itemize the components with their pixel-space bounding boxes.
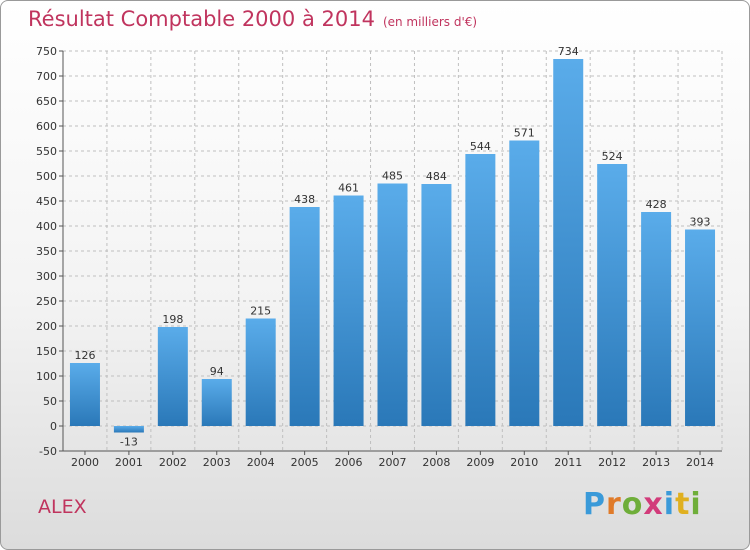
data-label: 571: [514, 127, 535, 140]
y-tick-label: 200: [36, 320, 57, 333]
bar-2010: [509, 140, 540, 426]
data-label: 198: [162, 313, 183, 326]
logo-letter: o: [621, 487, 644, 522]
data-label: 461: [338, 182, 359, 195]
logo-letter: t: [675, 487, 691, 522]
logo-letter: P: [583, 487, 606, 522]
bar-2000: [69, 363, 100, 426]
unit-label: (en milliers d'€): [382, 15, 478, 29]
data-label: 524: [602, 150, 623, 163]
y-tick-label: -50: [39, 445, 57, 458]
x-tick-label: 2009: [466, 456, 494, 469]
x-tick-label: 2004: [247, 456, 275, 469]
bar-2004: [245, 318, 276, 426]
title-text: Résultat Comptable 2000 à 2014: [28, 7, 375, 31]
x-tick-label: 2011: [554, 456, 582, 469]
bar-2001: [113, 426, 144, 433]
bar-2005: [289, 207, 320, 426]
x-tick-label: 2002: [159, 456, 187, 469]
data-label: 484: [426, 170, 447, 183]
bars: [69, 59, 716, 433]
chart-title: Résultat Comptable 2000 à 2014 (en millie…: [28, 7, 477, 31]
data-label: 428: [646, 198, 667, 211]
y-tick-label: 650: [36, 95, 57, 108]
y-tick-label: 400: [36, 220, 57, 233]
x-tick-label: 2007: [379, 456, 407, 469]
y-tick-label: 150: [36, 345, 57, 358]
bar-2002: [157, 327, 188, 426]
bar-2006: [333, 195, 364, 426]
y-tick-label: 550: [36, 145, 57, 158]
data-label: 393: [690, 216, 711, 229]
bar-2009: [465, 154, 496, 426]
y-tick-label: 50: [43, 395, 57, 408]
y-tick-label: 700: [36, 70, 57, 83]
x-tick-label: 2008: [422, 456, 450, 469]
y-tick-label: 100: [36, 370, 57, 383]
y-tick-label: 250: [36, 295, 57, 308]
logo-letter: i: [690, 487, 702, 522]
data-label: 215: [250, 305, 271, 318]
commune-name: ALEX: [38, 496, 87, 518]
x-tick-label: 2005: [291, 456, 319, 469]
bar-2014: [685, 229, 716, 426]
data-labels: 126 -13 198 94 215 438 461 485 484 544 571 734 524 42…: [74, 45, 710, 449]
y-tick-label: 350: [36, 245, 57, 258]
data-label: 126: [74, 349, 95, 362]
y-tick-labels: -50 0 50 100 150 200 250 300 350 400 450 500 550 600 6…: [36, 45, 57, 458]
y-tick-label: 0: [50, 420, 57, 433]
bar-2008: [421, 184, 452, 426]
bar-2012: [597, 164, 628, 426]
y-tick-label: 450: [36, 195, 57, 208]
data-label: 438: [294, 193, 315, 206]
x-tick-label: 2000: [71, 456, 99, 469]
y-tick-label: 300: [36, 270, 57, 283]
proxiti-logo: Proxiti: [583, 487, 702, 522]
x-tick-label: 2003: [203, 456, 231, 469]
bar-2013: [641, 212, 672, 426]
data-label: 485: [382, 170, 403, 183]
data-label: -13: [120, 436, 138, 449]
data-label: 94: [210, 365, 224, 378]
bar-2007: [377, 183, 408, 426]
x-tick-labels: 2000 2001 2002 2003 2004 2005 2006 2007 2008 2009…: [71, 456, 714, 469]
y-tick-label: 600: [36, 120, 57, 133]
bar-2011: [553, 59, 584, 426]
bar-2003: [201, 379, 232, 426]
y-tick-label: 750: [36, 45, 57, 58]
axes: [62, 51, 722, 455]
data-label: 734: [558, 45, 579, 58]
x-tick-label: 2001: [115, 456, 143, 469]
logo-letter: r: [606, 487, 622, 522]
x-tick-label: 2010: [510, 456, 538, 469]
data-label: 544: [470, 140, 491, 153]
y-tick-label: 500: [36, 170, 57, 183]
logo-letter: x: [643, 487, 664, 522]
x-tick-label: 2014: [686, 456, 714, 469]
x-tick-label: 2013: [642, 456, 670, 469]
x-tick-label: 2006: [335, 456, 363, 469]
logo-letter: i: [663, 487, 676, 522]
x-tick-label: 2012: [598, 456, 626, 469]
